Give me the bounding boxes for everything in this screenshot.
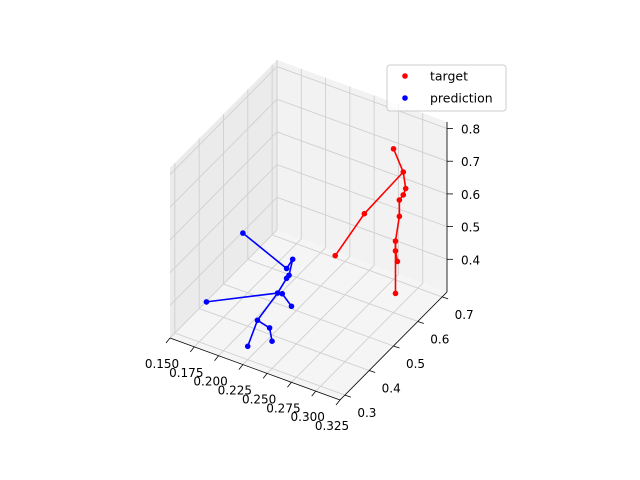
y-tick-mark (369, 370, 376, 373)
x-tick-label: 0.200 (193, 375, 227, 389)
y-tick-label: 0.6 (430, 332, 449, 346)
x-tick-mark (165, 337, 171, 344)
data-point (240, 230, 246, 236)
x-tick-label: 0.150 (145, 357, 179, 371)
x-tick-mark (335, 399, 341, 406)
y-tick-mark (393, 345, 400, 349)
grid-line-x (315, 113, 424, 392)
pane-back-right (277, 60, 447, 292)
x-tick-label: 0.175 (169, 366, 203, 380)
x-tick-label: 0.275 (266, 401, 300, 415)
legend-marker (402, 73, 408, 79)
grid-line-z (169, 131, 448, 241)
grid-line-z (169, 98, 448, 208)
data-point (332, 252, 339, 259)
grid-line-x (193, 68, 302, 348)
series-segment (394, 216, 401, 242)
y-tick-mark (344, 394, 351, 398)
x-tick-mark (262, 373, 268, 379)
x-tick-mark (214, 355, 219, 361)
data-point (269, 338, 275, 345)
x-tick-mark (311, 390, 317, 397)
data-point (392, 238, 399, 244)
series-segment (206, 292, 278, 303)
data-point (392, 248, 399, 254)
data-point (396, 213, 403, 220)
x-tick-label: 0.325 (315, 419, 349, 433)
series-segment (334, 213, 366, 257)
data-point (400, 169, 407, 175)
data-point (402, 185, 409, 192)
grid-line-z (169, 164, 448, 273)
y-tick-mark (417, 321, 424, 324)
x-tick-mark (189, 346, 195, 353)
data-point (283, 275, 290, 282)
z-tick-label: 0.5 (461, 221, 480, 235)
y-tick-label: 0.4 (382, 382, 401, 396)
y-tick-mark (442, 296, 449, 300)
series-prediction (203, 230, 296, 350)
x-tick-mark (287, 382, 292, 388)
legend: target prediction (386, 64, 507, 112)
x-tick-label: 0.300 (291, 410, 325, 424)
data-point (203, 299, 210, 305)
series-segment (276, 277, 288, 294)
series-segment (246, 319, 259, 347)
data-point (289, 256, 296, 263)
grid-line-y (247, 89, 418, 322)
z-tick-label: 0.8 (461, 123, 480, 137)
grid-line-x (218, 77, 327, 357)
data-point (283, 265, 290, 272)
y-tick-label: 0.5 (406, 357, 425, 371)
legend-marker (402, 95, 408, 101)
x-tick-label: 0.225 (218, 384, 252, 398)
legend-box (386, 64, 507, 112)
z-tick-label: 0.7 (461, 155, 480, 169)
series-segment (363, 171, 404, 215)
series-segment (392, 148, 404, 173)
data-point (400, 192, 407, 198)
data-point (279, 290, 286, 297)
series-target (332, 146, 409, 297)
data-point (288, 303, 295, 310)
grid-line-x (266, 95, 375, 374)
grid-line-x (242, 86, 351, 365)
x-tick-mark (238, 364, 244, 370)
series-segment (242, 232, 288, 270)
data-point (394, 258, 401, 265)
z-tick-label: 0.4 (461, 253, 480, 267)
data-point (244, 343, 251, 350)
axes-ticks: 0.1500.1750.2000.2250.2500.2750.3000.325… (145, 123, 480, 433)
z-tick-label: 0.6 (461, 188, 480, 202)
x-axis-line (169, 337, 341, 401)
data-point (396, 197, 403, 203)
y-tick-label: 0.3 (357, 406, 376, 420)
y-tick-label: 0.7 (455, 308, 474, 322)
axes-panes (170, 60, 447, 400)
legend-label: prediction (430, 91, 493, 106)
data-point (390, 146, 397, 152)
data-point (274, 290, 281, 296)
grid-line-y (174, 163, 346, 396)
x-tick-label: 0.250 (242, 392, 276, 406)
data-point (392, 290, 399, 297)
series-segment (256, 292, 279, 321)
grid-line-y (271, 64, 443, 298)
grid-line-z (169, 196, 448, 306)
series-marks (203, 146, 409, 350)
grid-line-y (223, 114, 394, 347)
data-point (361, 210, 368, 217)
grid-line-y (198, 138, 370, 371)
legend-label: target (430, 69, 468, 84)
data-point (266, 325, 273, 331)
data-point (254, 317, 261, 324)
